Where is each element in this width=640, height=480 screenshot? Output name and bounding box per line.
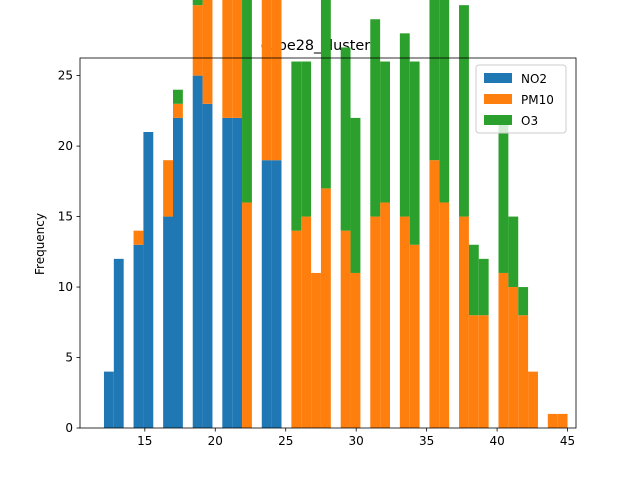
bar-pm10-1 [163, 160, 173, 217]
bar-no2-5 [173, 117, 183, 429]
bar-pm10-17 [380, 202, 390, 428]
bar-pm10-14 [340, 230, 351, 428]
bar-o3-9 [301, 61, 312, 217]
bar-o3-17 [429, 0, 440, 161]
y-tick-label: 15 [58, 210, 73, 224]
y-tick-label: 0 [65, 421, 73, 435]
bar-no2-2 [133, 244, 144, 428]
y-axis-label: Frequency [33, 213, 47, 275]
legend-swatch-o3 [484, 115, 512, 125]
bar-o3-11 [340, 47, 351, 231]
bar-pm10-4 [202, 0, 213, 104]
bar-pm10-0 [133, 230, 144, 245]
bar-no2-7 [202, 103, 213, 429]
y-tick-label: 10 [58, 280, 73, 294]
bar-pm10-13 [320, 188, 331, 428]
bar-pm10-20 [429, 160, 440, 428]
bar-pm10-7 [242, 202, 252, 428]
bar-o3-16 [409, 61, 420, 245]
bar-o3-21 [478, 258, 489, 316]
bar-o3-23 [508, 216, 519, 288]
legend-label-pm10: PM10 [521, 93, 554, 107]
bar-o3-10 [320, 0, 331, 189]
bar-o3-24 [518, 287, 529, 316]
bar-pm10-24 [478, 315, 489, 428]
plot-frame [79, 57, 577, 429]
bar-pm10-8 [261, 0, 272, 161]
bar-o3-8 [291, 61, 302, 231]
bar-no2-10 [261, 160, 272, 428]
legend: NO2 PM10 O3 [475, 64, 567, 134]
legend-label-o3: O3 [521, 114, 538, 128]
bar-pm10-26 [508, 287, 519, 428]
bar-o3-12 [350, 117, 361, 273]
bar-no2-1 [113, 258, 124, 428]
bar-pm10-12 [311, 272, 321, 428]
bar-pm10-22 [459, 216, 469, 428]
bar-pm10-6 [232, 0, 243, 118]
x-tick-label: 20 [208, 434, 223, 448]
bar-pm10-19 [409, 244, 420, 428]
bar-pm10-11 [301, 216, 312, 428]
y-tick-label: 5 [65, 351, 73, 365]
bar-o3-14 [380, 61, 390, 203]
legend-label-no2: NO2 [521, 72, 547, 86]
bar-pm10-10 [291, 230, 302, 428]
bar-o3-20 [468, 244, 479, 316]
x-tick-label: 15 [137, 434, 152, 448]
bar-no2-11 [271, 160, 282, 428]
x-tick-label: 40 [489, 434, 504, 448]
bar-o3-1 [192, 0, 203, 6]
axes-layer: 15 20 25 30 35 40 45 0 5 10 15 20 25 [58, 57, 577, 448]
y-tick-label: 25 [58, 69, 73, 83]
bar-pm10-18 [399, 216, 410, 428]
bar-o3-13 [370, 19, 381, 217]
bar-o3-18 [439, 0, 450, 203]
bar-pm10-28 [528, 371, 538, 428]
bar-pm10-29 [547, 413, 558, 428]
bar-o3-5 [242, 0, 252, 203]
bar-pm10-25 [498, 272, 509, 428]
bar-o3-15 [399, 33, 410, 217]
legend-swatch-pm10 [484, 94, 512, 104]
bar-pm10-2 [173, 103, 183, 118]
bar-pm10-30 [557, 413, 568, 428]
bar-pm10-16 [370, 216, 381, 428]
x-tick-label: 45 [560, 434, 575, 448]
x-tick-label: 35 [419, 434, 434, 448]
bar-no2-9 [232, 117, 243, 429]
bars-layer [103, 0, 568, 429]
bar-no2-8 [222, 117, 233, 429]
legend-swatch-no2 [484, 73, 512, 83]
bar-pm10-9 [271, 0, 282, 161]
bar-o3-22 [498, 117, 509, 273]
x-tick-label: 25 [278, 434, 293, 448]
bar-no2-6 [192, 75, 203, 428]
bar-o3-0 [173, 89, 183, 104]
x-tick-label: 30 [349, 434, 364, 448]
bar-pm10-5 [222, 0, 233, 118]
bar-pm10-3 [192, 5, 203, 76]
bar-pm10-21 [439, 202, 450, 428]
bar-o3-19 [459, 5, 469, 217]
bar-pm10-15 [350, 272, 361, 428]
bar-no2-0 [103, 371, 114, 428]
bar-pm10-23 [468, 315, 479, 428]
y-tick-label: 20 [58, 139, 73, 153]
bar-no2-4 [163, 216, 173, 428]
bar-no2-3 [143, 132, 154, 428]
bar-pm10-27 [518, 315, 529, 428]
